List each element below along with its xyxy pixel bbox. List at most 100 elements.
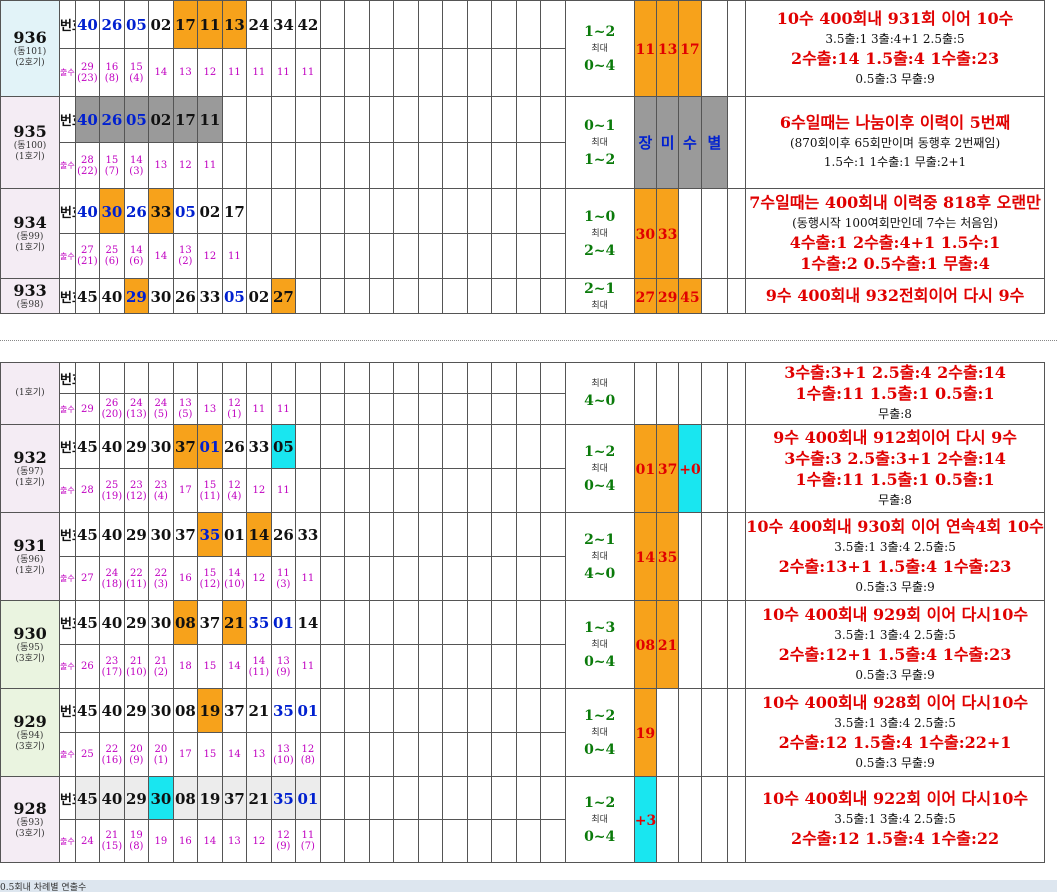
draw-id-cell[interactable]: 929 (동94) (3호기) [0,688,61,777]
ball-number[interactable]: 45 [74,278,101,314]
ball-number[interactable]: 45 [74,776,101,820]
ball-number[interactable]: 21 [221,600,248,645]
ball-number[interactable]: 37 [172,424,199,469]
ball-number[interactable]: 40 [99,688,125,733]
ball-number[interactable]: 35 [270,688,297,733]
ball-number[interactable]: 02 [148,96,174,143]
ball-number[interactable]: 30 [148,278,174,314]
ball-number[interactable]: 29 [123,278,150,314]
draw-id-cell[interactable]: (1호기) [0,362,61,425]
ball-number[interactable]: 40 [99,600,125,645]
ball-number[interactable]: 02 [148,0,174,49]
ball-number[interactable]: 30 [148,424,174,469]
ball-number[interactable]: 26 [123,188,150,234]
ball-number[interactable]: 35 [197,512,223,557]
draw-id-cell[interactable]: 934 (동99) (1호기) [0,188,61,279]
ball-number[interactable]: 35 [270,776,297,820]
ball-number[interactable]: 05 [270,424,297,469]
ball-number[interactable]: 05 [172,188,199,234]
ball-number[interactable]: 05 [221,278,248,314]
ball-number[interactable]: 33 [295,512,321,557]
ball-number[interactable]: 21 [246,776,272,820]
ball-number[interactable]: 26 [270,512,297,557]
ball-number[interactable]: 11 [197,96,223,143]
ball-number[interactable]: 30 [148,776,174,820]
ball-number[interactable]: 45 [74,512,101,557]
ball-number[interactable]: 14 [246,512,272,557]
ball-number[interactable]: 08 [172,688,199,733]
ball-number[interactable]: 24 [246,0,272,49]
ball-number[interactable]: 01 [221,512,248,557]
ball-number[interactable]: 29 [123,776,150,820]
draw-id-cell[interactable]: 935 (동100) (1호기) [0,96,61,189]
ball-number[interactable]: 40 [74,96,101,143]
ball-number[interactable]: 33 [197,278,223,314]
ball-number[interactable]: 45 [74,600,101,645]
ball-number[interactable]: 19 [197,688,223,733]
count-value: 24 [81,835,94,847]
draw-id-cell[interactable]: 933 (동98) [0,278,61,314]
ball-number[interactable]: 33 [148,188,174,234]
ball-number[interactable]: 02 [246,278,272,314]
ball-number[interactable]: 30 [148,600,174,645]
ball-number[interactable]: 29 [123,600,150,645]
ball-number[interactable]: 45 [74,424,101,469]
ball-number[interactable]: 17 [221,188,248,234]
ball-number[interactable]: 35 [246,600,272,645]
ball-number[interactable]: 30 [148,512,174,557]
ball-number[interactable]: 08 [172,776,199,820]
ball-number[interactable]: 01 [270,600,297,645]
ball-number[interactable]: 33 [246,424,272,469]
ball-number[interactable]: 27 [270,278,297,314]
ball-number[interactable]: 37 [221,688,248,733]
draw-id-cell[interactable]: 932 (동97) (1호기) [0,424,61,513]
ball-number[interactable]: 40 [99,424,125,469]
ball-number[interactable]: 37 [221,776,248,820]
ball-number[interactable]: 34 [270,0,297,49]
ball-number[interactable]: 40 [99,512,125,557]
empty-cell [466,188,493,234]
ball-number[interactable]: 30 [148,688,174,733]
ball-number[interactable]: 37 [172,512,199,557]
ball-number[interactable]: 26 [99,0,125,49]
count-value: (13) [126,409,147,420]
ball-number[interactable]: 19 [197,776,223,820]
ball-number[interactable]: 40 [74,188,101,234]
draw-id-cell[interactable]: 931 (동96) (1호기) [0,512,61,601]
ball-number[interactable]: 02 [197,188,223,234]
ball-number[interactable]: 45 [74,688,101,733]
ball-number[interactable]: 40 [74,0,101,49]
ball-number[interactable]: 17 [172,96,199,143]
draw-id-cell[interactable]: 928 (동93) (3호기) [0,776,61,863]
count-value: 16 [179,835,192,847]
ball-number[interactable]: 14 [295,600,321,645]
empty-cell [344,732,370,777]
draw-id-cell[interactable]: 930 (동95) (3호기) [0,600,61,689]
ball-number[interactable]: 26 [99,96,125,143]
ball-number[interactable]: 26 [172,278,199,314]
ball-number[interactable]: 29 [123,688,150,733]
ball-number[interactable]: 05 [123,96,150,143]
ball-number[interactable]: 01 [295,776,321,820]
ball-number[interactable]: 26 [221,424,248,469]
ball-number[interactable]: 29 [123,424,150,469]
table-row: 출수 26 23 (17) 21 (10) 21 (2) 18 15 14 14 (11) 13 (9) 11 [1,644,1045,689]
ball-number[interactable]: 17 [172,0,199,49]
ball-number[interactable]: 40 [99,278,125,314]
count-value: (8) [129,841,144,852]
ball-number[interactable]: 29 [123,512,150,557]
ball-number[interactable]: 01 [197,424,223,469]
empty-cell [368,362,395,394]
ball-number[interactable]: 40 [99,776,125,820]
draw-id-cell[interactable]: 936 (동101) (2호기) [0,0,61,97]
sheet-tab-bar[interactable]: 0.5회내 차례별 연출수 [0,880,1057,893]
ball-number[interactable]: 37 [197,600,223,645]
ball-number[interactable]: 05 [123,0,150,49]
ball-number[interactable]: 08 [172,600,199,645]
ball-number[interactable]: 21 [246,688,272,733]
ball-number[interactable]: 42 [295,0,321,49]
ball-number[interactable]: 11 [197,0,223,49]
ball-number[interactable]: 30 [99,188,125,234]
ball-number[interactable]: 13 [221,0,248,49]
ball-number[interactable]: 01 [295,688,321,733]
